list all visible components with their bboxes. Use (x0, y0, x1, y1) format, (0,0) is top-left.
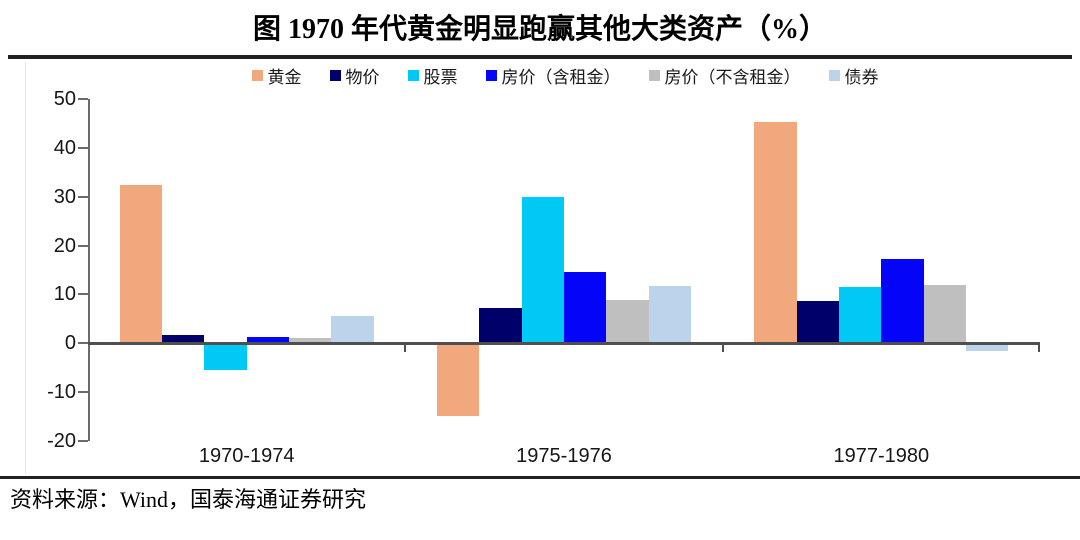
y-axis-tick (78, 195, 88, 198)
legend-item-gold: 黄金 (251, 63, 302, 88)
bar-gold (437, 343, 480, 416)
bar-house-with-rent (246, 336, 289, 344)
bar-house-with-rent (564, 272, 607, 344)
bar-gold (119, 184, 163, 344)
legend-swatch-stocks (407, 70, 419, 81)
legend-label: 黄金 (267, 68, 302, 87)
legend-swatch-house-with-rent (485, 70, 497, 81)
bar-cpi (162, 334, 205, 344)
bar-cpi (796, 301, 840, 344)
y-axis-label: 30 (53, 185, 76, 208)
legend-label: 房价（含租金） (501, 68, 621, 87)
source-note: 资料来源：Wind，国泰海通证券研究 (10, 487, 366, 512)
x-axis-tick (1038, 343, 1040, 353)
bar-stocks (204, 343, 247, 371)
title-divider (8, 55, 1072, 59)
legend-swatch-cpi (329, 70, 341, 81)
y-axis-tick (78, 293, 88, 296)
y-axis-tick (78, 342, 88, 345)
legend-item-house-without-rent: 房价（不含租金） (648, 63, 801, 88)
x-axis-tick (721, 343, 724, 353)
chart-title: 图 1970 年代黄金明显跑赢其他大类资产（%） (252, 14, 827, 45)
bar-house-without-rent (606, 299, 649, 344)
legend-item-bonds: 债券 (828, 63, 879, 88)
footer-divider (0, 476, 1080, 479)
bar-stocks (839, 286, 882, 344)
y-axis (88, 99, 90, 441)
legend-swatch-house-without-rent (648, 70, 660, 81)
y-axis-label: -10 (47, 381, 76, 404)
bar-bonds (331, 315, 374, 344)
y-axis-tick (78, 391, 88, 394)
y-axis-label: 40 (53, 136, 76, 159)
x-axis-tick (404, 343, 407, 353)
x-axis-label: 1977-1980 (833, 445, 930, 467)
x-axis-label: 1975-1976 (516, 445, 612, 467)
x-axis (88, 342, 1040, 346)
y-axis-label: 0 (64, 332, 76, 355)
y-axis-tick (78, 146, 88, 149)
y-axis-tick (78, 244, 88, 247)
y-axis-label: 20 (53, 234, 76, 257)
y-axis-label: 10 (53, 283, 76, 306)
legend-label: 债券 (844, 68, 879, 87)
legend-label: 房价（不含租金） (664, 68, 801, 87)
y-axis-label: 50 (53, 88, 76, 110)
legend: 黄金 物价 股票 房价（含租金） 房价（不含租金） 债券 (70, 63, 1060, 88)
legend-label: 股票 (423, 68, 458, 87)
legend-item-house-with-rent: 房价（含租金） (485, 63, 621, 88)
bar-house-without-rent (288, 337, 332, 344)
legend-item-cpi: 物价 (329, 63, 380, 88)
legend-swatch-gold (251, 70, 263, 81)
bar-bonds (648, 285, 691, 344)
y-axis-tick (78, 98, 88, 100)
y-axis-tick (78, 440, 88, 442)
bar-bonds (965, 343, 1009, 351)
bar-cpi (479, 307, 522, 344)
left-border-line (25, 62, 26, 474)
bar-house-with-rent (881, 259, 924, 344)
x-axis-label: 1970-1974 (198, 445, 295, 467)
bar-gold (754, 122, 797, 344)
bar-stocks (521, 197, 564, 344)
legend-swatch-bonds (828, 70, 840, 81)
bar-house-without-rent (923, 285, 966, 344)
legend-item-stocks: 股票 (407, 63, 458, 88)
legend-label: 物价 (345, 68, 380, 87)
y-axis-label: -20 (47, 430, 76, 452)
